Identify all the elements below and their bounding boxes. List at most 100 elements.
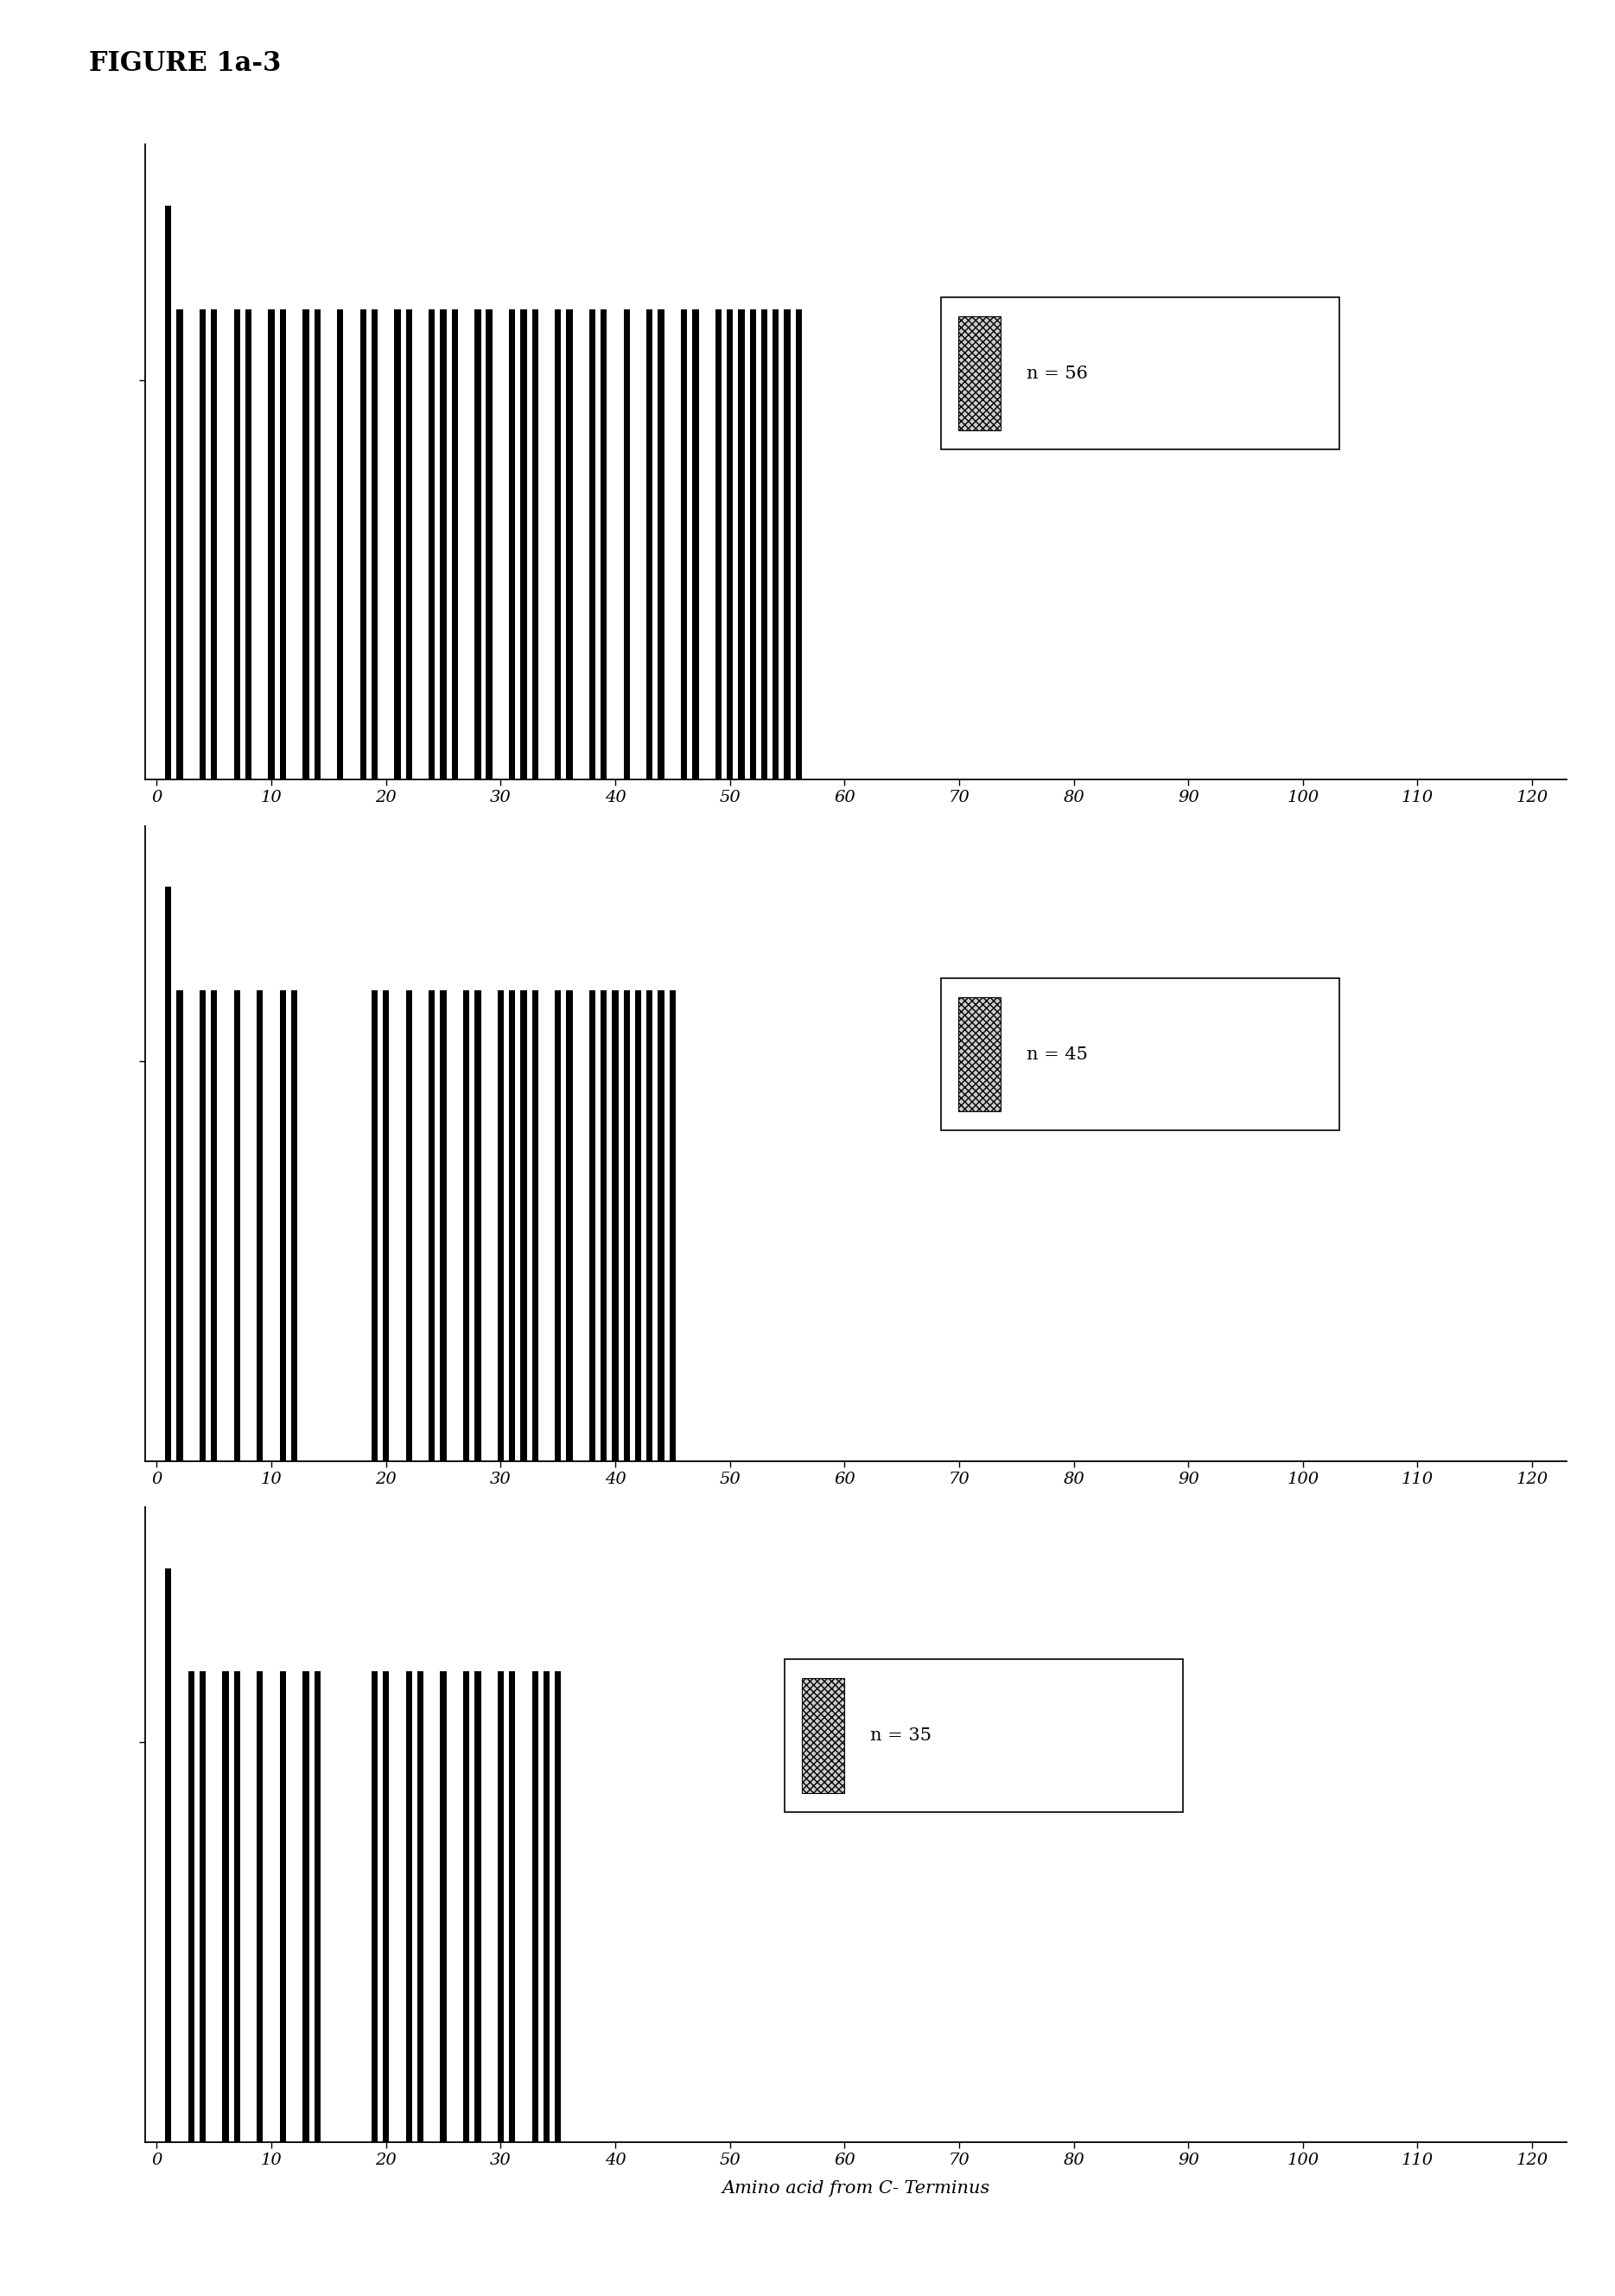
Bar (715, 310, 722, 781)
Bar (612, 990, 619, 1460)
Bar (405, 990, 412, 1460)
Bar (234, 990, 241, 1460)
Bar (417, 1671, 423, 2142)
Bar (405, 310, 412, 781)
Bar (556, 1671, 560, 2142)
Bar (785, 1660, 1182, 1812)
Bar (635, 990, 641, 1460)
Bar (371, 310, 378, 781)
Bar (313, 1671, 320, 2142)
Bar (543, 1671, 549, 2142)
Bar (669, 990, 675, 1460)
Bar (783, 310, 790, 781)
Text: n = 45: n = 45 (1027, 1047, 1089, 1063)
Bar (165, 886, 171, 1460)
Bar (958, 317, 1001, 432)
Bar (509, 1671, 515, 2142)
Bar (464, 990, 470, 1460)
Bar (509, 990, 515, 1460)
Bar (313, 310, 320, 781)
Bar (302, 310, 308, 781)
Bar (601, 990, 607, 1460)
Bar (165, 207, 171, 781)
Text: n = 56: n = 56 (1027, 365, 1089, 381)
Bar (223, 1671, 229, 2142)
Bar (567, 990, 573, 1460)
Bar (531, 990, 538, 1460)
Text: n = 35: n = 35 (870, 1727, 932, 1745)
Bar (200, 310, 205, 781)
Bar (589, 990, 596, 1460)
Bar (279, 1671, 286, 2142)
Bar (165, 1568, 171, 2142)
Bar (486, 310, 493, 781)
Bar (509, 310, 515, 781)
Bar (200, 990, 205, 1460)
Bar (727, 310, 733, 781)
Bar (405, 1671, 412, 2142)
Bar (187, 1671, 194, 2142)
Bar (257, 990, 263, 1460)
Bar (589, 310, 596, 781)
Bar (279, 310, 286, 781)
Bar (338, 310, 344, 781)
Bar (212, 990, 218, 1460)
Bar (428, 310, 434, 781)
X-axis label: Amino acid from C- Terminus: Amino acid from C- Terminus (722, 2179, 990, 2197)
Bar (520, 990, 526, 1460)
Bar (657, 990, 664, 1460)
Bar (738, 310, 745, 781)
Bar (360, 310, 367, 781)
Bar (279, 990, 286, 1460)
Bar (475, 1671, 481, 2142)
Bar (383, 990, 389, 1460)
Bar (520, 310, 526, 781)
Bar (657, 310, 664, 781)
Bar (257, 1671, 263, 2142)
Bar (371, 1671, 378, 2142)
Text: FIGURE 1a-3: FIGURE 1a-3 (89, 51, 281, 78)
Bar (441, 990, 446, 1460)
Bar (497, 990, 504, 1460)
Bar (234, 310, 241, 781)
Bar (761, 310, 767, 781)
Bar (441, 1671, 446, 2142)
Bar (302, 1671, 308, 2142)
Bar (531, 1671, 538, 2142)
Bar (693, 310, 699, 781)
Bar (212, 310, 218, 781)
Bar (371, 990, 378, 1460)
Bar (567, 310, 573, 781)
Bar (556, 990, 560, 1460)
Bar (497, 1671, 504, 2142)
Bar (475, 310, 481, 781)
Bar (942, 978, 1339, 1130)
Bar (383, 1671, 389, 2142)
Bar (291, 990, 297, 1460)
Bar (942, 296, 1339, 450)
Bar (601, 310, 607, 781)
Bar (646, 310, 652, 781)
Bar (623, 990, 630, 1460)
Bar (556, 310, 560, 781)
Bar (245, 310, 252, 781)
Bar (646, 990, 652, 1460)
Bar (475, 990, 481, 1460)
Bar (441, 310, 446, 781)
Bar (531, 310, 538, 781)
Bar (200, 1671, 205, 2142)
Bar (749, 310, 756, 781)
Bar (268, 310, 275, 781)
Bar (623, 310, 630, 781)
Bar (176, 310, 182, 781)
Bar (958, 996, 1001, 1111)
Bar (464, 1671, 470, 2142)
Bar (772, 310, 778, 781)
Bar (176, 990, 182, 1460)
Bar (796, 310, 801, 781)
Bar (394, 310, 401, 781)
Bar (428, 990, 434, 1460)
Bar (452, 310, 459, 781)
Bar (682, 310, 688, 781)
Bar (803, 1678, 845, 1793)
